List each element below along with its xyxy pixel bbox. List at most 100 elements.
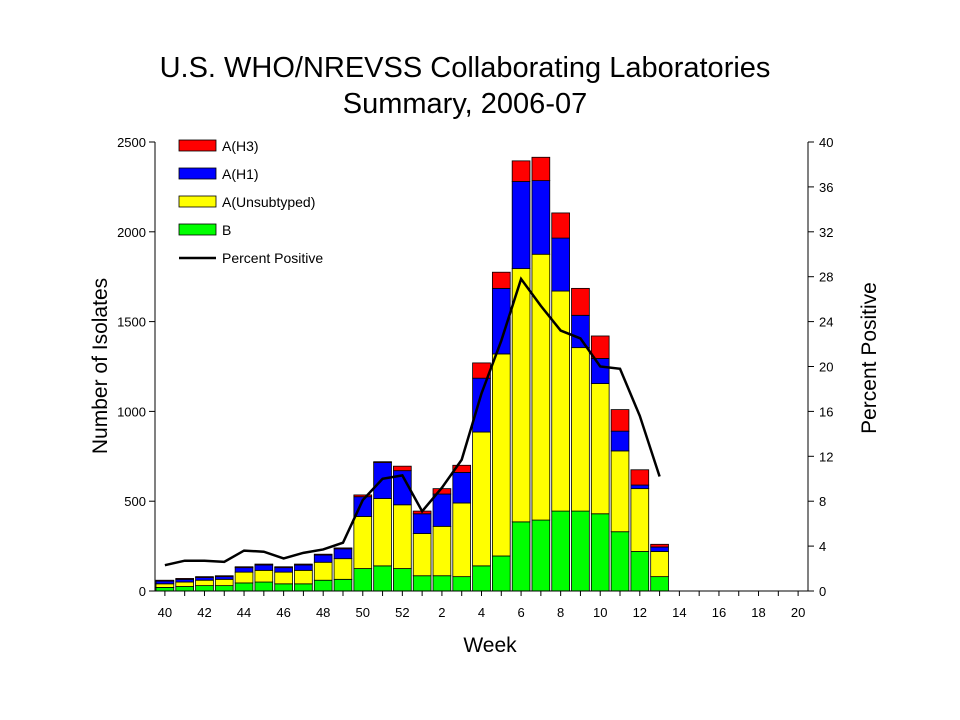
bar-a-unsubtyped-week-41 (175, 581, 194, 587)
bar-b-week-12 (630, 551, 650, 592)
bar-a-h1-week-11 (610, 430, 630, 452)
bar-b-week-48 (313, 579, 333, 592)
bar-b-week-1 (412, 575, 432, 592)
y-tick-label-1000: 1000 (117, 404, 146, 419)
bar-b-week-11 (610, 531, 630, 592)
y2-axis-ticks: 0 4 8 12 16 20 24 28 32 36 40 (808, 135, 833, 599)
bar-a-h3-week-52 (393, 465, 412, 472)
bar-a-h3-week-45 (254, 563, 274, 566)
x-tick-label-50: 50 (356, 605, 370, 620)
bar-a-h1-week-47 (294, 564, 313, 571)
y2-tick-label-24: 24 (819, 315, 833, 330)
chart-title-line1: U.S. WHO/NREVSS Collaborating Laboratori… (160, 52, 771, 84)
y2-tick-label-32: 32 (819, 225, 833, 240)
bar-b-week-6 (511, 521, 531, 592)
x-tick-label-20: 20 (791, 605, 805, 620)
bar-a-h3-week-7 (531, 156, 551, 182)
bar-a-unsubtyped-week-4 (472, 431, 491, 567)
bar-a-h1-week-8 (551, 237, 570, 292)
bar-b-week-9 (571, 510, 590, 592)
bar-a-unsubtyped-week-9 (571, 347, 590, 512)
y-axis-label: Number of Isolates (89, 278, 112, 454)
bar-a-h1-week-4 (472, 377, 491, 433)
bar-a-unsubtyped-week-48 (313, 561, 333, 581)
y2-tick-label-40: 40 (819, 135, 833, 150)
x-tick-label-10: 10 (593, 605, 607, 620)
x-tick-label-12: 12 (633, 605, 647, 620)
bar-a-h3-week-46 (274, 566, 293, 569)
bar-b-week-49 (333, 578, 353, 592)
y-tick-label-500: 500 (124, 494, 146, 509)
bar-a-unsubtyped-week-3 (452, 502, 472, 578)
bar-b-week-2 (432, 575, 452, 592)
bar-a-unsubtyped-week-5 (491, 353, 511, 557)
y-tick-label-0: 0 (139, 584, 146, 599)
x-tick-label-4: 4 (478, 605, 485, 620)
bar-a-h3-week-11 (610, 409, 630, 432)
bar-b-week-44 (234, 582, 254, 592)
bar-b-week-10 (590, 513, 610, 592)
bar-a-h1-week-6 (511, 181, 531, 270)
bar-a-h1-week-43 (214, 576, 234, 580)
bar-a-unsubtyped-week-2 (432, 525, 452, 577)
bar-a-h3-week-40 (155, 579, 175, 582)
x-tick-label-16: 16 (712, 605, 726, 620)
y2-tick-label-8: 8 (819, 494, 826, 509)
bar-a-h3-week-51 (373, 461, 392, 463)
bar-a-h1-week-12 (630, 484, 650, 490)
bar-a-unsubtyped-week-44 (234, 571, 254, 584)
y2-tick-label-0: 0 (819, 584, 826, 599)
bar-a-unsubtyped-week-10 (590, 383, 610, 515)
x-tick-label-8: 8 (557, 605, 564, 620)
bar-a-unsubtyped-week-13 (650, 551, 669, 578)
bar-b-week-47 (294, 583, 313, 592)
bar-a-h1-week-7 (531, 180, 551, 255)
bar-a-h3-week-44 (234, 566, 254, 569)
bar-a-h1-week-41 (175, 578, 194, 583)
bar-b-week-7 (531, 519, 551, 592)
legend-label-a-h1: A(H1) (222, 166, 259, 182)
x-tick-label-40: 40 (158, 605, 172, 620)
bar-a-h1-week-42 (195, 577, 214, 581)
bar-b-week-3 (452, 576, 472, 592)
bar-a-unsubtyped-week-46 (274, 571, 293, 585)
bar-a-h3-week-47 (294, 563, 313, 566)
bar-a-unsubtyped-week-51 (373, 498, 392, 567)
bar-b-week-43 (214, 585, 234, 592)
chart-title-line2: Summary, 2006-07 (343, 88, 587, 120)
bar-a-unsubtyped-week-6 (511, 268, 531, 523)
bar-a-h1-week-48 (313, 554, 333, 563)
bar-a-h3-week-13 (650, 543, 669, 548)
bar-a-h1-week-2 (432, 493, 452, 527)
bar-a-h3-week-8 (551, 212, 570, 239)
bar-a-h1-week-10 (590, 358, 610, 384)
bar-a-h3-week-10 (590, 335, 610, 359)
y2-tick-label-36: 36 (819, 180, 833, 195)
x-axis-ticks: 40 42 44 46 48 50 52 2 4 6 8 10 12 14 16 18 20 (158, 591, 805, 620)
bar-a-h1-week-44 (234, 567, 254, 573)
legend-label-percent-positive: Percent Positive (222, 250, 323, 266)
bar-a-h1-week-1 (412, 513, 432, 534)
bar-a-h1-week-46 (274, 567, 293, 573)
x-tick-label-14: 14 (672, 605, 686, 620)
legend-label-b: B (222, 222, 231, 238)
bar-b-week-40 (155, 587, 175, 592)
y2-axis-label: Percent Positive (858, 282, 881, 434)
bar-b-week-50 (353, 568, 373, 592)
bar-a-unsubtyped-week-43 (214, 578, 234, 587)
y2-tick-label-4: 4 (819, 539, 826, 554)
bar-a-h1-week-40 (155, 580, 175, 585)
x-axis-label: Week (463, 634, 517, 657)
bar-a-h3-week-43 (214, 575, 234, 578)
bar-a-h1-week-13 (650, 546, 669, 552)
x-tick-label-46: 46 (276, 605, 290, 620)
legend-swatch-a-unsubtyped (178, 195, 217, 208)
bar-a-h3-week-50 (353, 494, 373, 498)
x-tick-label-6: 6 (517, 605, 524, 620)
x-tick-label-42: 42 (197, 605, 211, 620)
bar-b-week-13 (650, 576, 669, 592)
bar-a-unsubtyped-week-42 (195, 579, 214, 587)
bar-b-week-5 (491, 555, 511, 592)
bar-a-h1-week-3 (452, 472, 472, 504)
